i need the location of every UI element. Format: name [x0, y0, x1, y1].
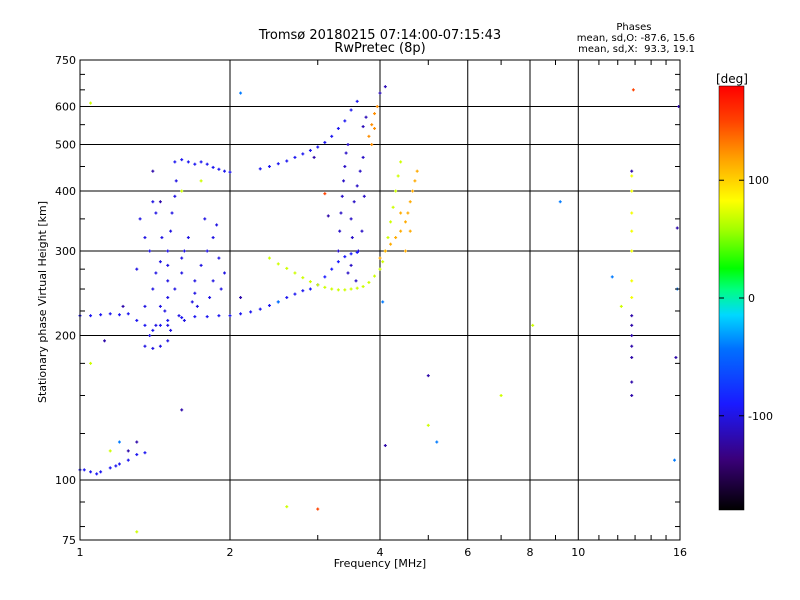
stats-line-o: mean, sd,O: -87.6, 15.6	[576, 33, 695, 44]
x-tick-label: 16	[673, 546, 687, 559]
stats-heading: Phases	[616, 22, 652, 33]
y-tick-label: 300	[55, 245, 76, 258]
stats-line-x: mean, sd,X: 93.3, 19.1	[578, 44, 695, 55]
x-tick-label: 10	[571, 546, 585, 559]
colorbar-tick-label: 100	[748, 174, 769, 187]
x-tick-label: 1	[77, 546, 84, 559]
plot-frame	[79, 59, 681, 541]
colorbar-tick-label: 0	[748, 292, 755, 305]
y-tick-label: 75	[62, 534, 76, 547]
y-tick-label: 400	[55, 185, 76, 198]
grid-lines	[80, 60, 680, 540]
x-tick-label: 2	[227, 546, 234, 559]
y-axis-label: Stationary phase Virtual Height [km]	[36, 201, 49, 403]
y-tick-label: 500	[55, 139, 76, 152]
data-points	[78, 85, 681, 534]
axis-ticks: 1 2 4 6 8 10 16 75 100 200 300 400 500 600 750	[55, 54, 687, 559]
x-tick-label: 4	[377, 546, 384, 559]
x-tick-label: 8	[527, 546, 534, 559]
y-tick-label: 100	[55, 474, 76, 487]
chart-subtitle: RwPretec (8p)	[334, 41, 426, 56]
y-tick-label: 750	[55, 54, 76, 67]
phase-stats: Phases mean, sd,O: -87.6, 15.6 mean, sd,X:…	[577, 22, 695, 55]
colorbar-label: [deg]	[716, 72, 748, 86]
y-tick-label: 200	[55, 330, 76, 343]
y-tick-label: 600	[55, 101, 76, 114]
x-axis-label: Frequency [MHz]	[334, 557, 426, 570]
colorbar-ticks: -100 0 100	[719, 174, 773, 423]
colorbar-tick-label: -100	[748, 410, 773, 423]
x-tick-label: 6	[464, 546, 471, 559]
chart-title: Tromsø 20180215 07:14:00-07:15:43	[258, 28, 502, 43]
